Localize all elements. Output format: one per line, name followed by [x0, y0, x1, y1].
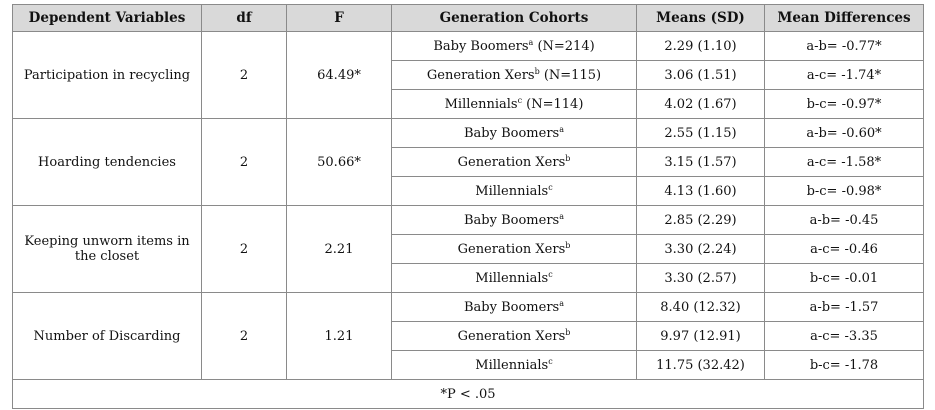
cohort-superscript: a	[559, 211, 564, 221]
cohort-superscript: a	[528, 37, 534, 47]
cohort-sample-size: (N=115)	[539, 67, 602, 83]
cohort-cell: Baby Boomersa	[391, 205, 637, 235]
cohort-cell: Millennialsc (N=114)	[391, 89, 637, 119]
cohort-superscript: b	[534, 66, 540, 76]
cohort-cell: Baby Boomersa	[391, 292, 637, 322]
header-dependent-variables: Dependent Variables	[12, 4, 202, 32]
cohort-name: Baby Boomers	[464, 299, 560, 315]
cohort-cell: Generation Xersb (N=115)	[391, 60, 637, 90]
table-row: Number of Discarding 2 1.21 Baby Boomersa 8.…	[12, 292, 924, 380]
cohort-superscript: c	[517, 95, 523, 105]
table-row: Millennialsc 4.13 (1.60) b-c= -0.98*	[13, 176, 924, 206]
mean-difference-cell: b-c= -1.78	[764, 350, 924, 380]
header-means: Means (SD)	[636, 4, 765, 32]
table-row: Millennialsc 3.30 (2.57) b-c= -0.01	[13, 263, 924, 293]
mean-sd-cell: 3.15 (1.57)	[636, 147, 765, 177]
cohort-cell: Baby Boomersa	[391, 118, 637, 148]
table-row: Generation Xersb 9.97 (12.91) a-c= -3.35	[13, 321, 924, 351]
cohort-name: Generation Xers	[457, 241, 566, 257]
cohort-superscript: c	[548, 356, 553, 366]
significance-note: *P < .05	[12, 379, 924, 409]
mean-sd-cell: 3.06 (1.51)	[636, 60, 765, 90]
mean-sd-cell: 11.75 (32.42)	[636, 350, 765, 380]
f-value-cell: 1.21	[286, 292, 392, 380]
table-row: Generation Xersb 3.30 (2.24) a-c= -0.46	[13, 234, 924, 264]
cohort-name: Millennials	[444, 96, 518, 112]
cohort-superscript: a	[559, 124, 564, 134]
cohort-superscript: a	[559, 298, 564, 308]
cohort-sample-size: (N=114)	[522, 96, 584, 112]
header-generation-cohorts: Generation Cohorts	[391, 4, 637, 32]
f-value-cell: 64.49*	[286, 31, 392, 119]
mean-sd-cell: 8.40 (12.32)	[636, 292, 765, 322]
anova-results-table: Dependent Variables df F Generation Coho…	[12, 4, 924, 409]
cohort-cell: Millennialsc	[391, 350, 637, 380]
mean-difference-cell: b-c= -0.98*	[764, 176, 924, 206]
mean-difference-cell: a-c= -3.35	[764, 321, 924, 351]
cohort-sample-size: (N=214)	[533, 38, 595, 54]
f-value-cell: 2.21	[286, 205, 392, 293]
table-row: Hoarding tendencies 2 50.66* Baby Boomersa 2…	[12, 118, 924, 206]
dependent-variable-cell: Participation in recycling	[12, 31, 202, 119]
mean-difference-cell: a-c= -0.46	[764, 234, 924, 264]
dependent-variable-cell: Keeping unworn items in the closet	[12, 205, 202, 293]
table-row: Generation Xersb (N=115) 3.06 (1.51) a-c= …	[13, 60, 924, 90]
cohort-superscript: c	[548, 182, 553, 192]
header-mean-differences: Mean Differences	[764, 4, 924, 32]
mean-difference-cell: a-b= -0.60*	[764, 118, 924, 148]
cohort-name: Generation Xers	[457, 154, 566, 170]
mean-difference-cell: a-b= -0.77*	[764, 31, 924, 61]
mean-difference-cell: b-c= -0.01	[764, 263, 924, 293]
cohort-name: Baby Boomers	[464, 125, 560, 141]
header-row: Dependent Variables df F Generation Coho…	[12, 4, 924, 32]
mean-sd-cell: 4.13 (1.60)	[636, 176, 765, 206]
dependent-variable-cell: Number of Discarding	[12, 292, 202, 380]
f-value-cell: 50.66*	[286, 118, 392, 206]
header-df: df	[201, 4, 287, 32]
cohort-name: Generation Xers	[457, 328, 566, 344]
cohort-cell: Generation Xersb	[391, 147, 637, 177]
dependent-variable-cell: Hoarding tendencies	[12, 118, 202, 206]
cohort-cell: Millennialsc	[391, 176, 637, 206]
cohort-cell: Baby Boomersa (N=214)	[391, 31, 637, 61]
table-row: Millennialsc (N=114) 4.02 (1.67) b-c= -0.9…	[13, 89, 924, 119]
cohort-name: Baby Boomers	[464, 212, 560, 228]
df-cell: 2	[201, 292, 287, 380]
cohort-superscript: b	[565, 240, 571, 250]
cohort-superscript: b	[565, 327, 571, 337]
mean-sd-cell: 3.30 (2.57)	[636, 263, 765, 293]
header-f: F	[286, 4, 392, 32]
note-row: *P < .05	[12, 379, 924, 409]
cohort-name: Millennials	[475, 357, 549, 373]
cohort-name: Millennials	[475, 270, 549, 286]
mean-sd-cell: 4.02 (1.67)	[636, 89, 765, 119]
mean-sd-cell: 2.85 (2.29)	[636, 205, 765, 235]
cohort-cell: Generation Xersb	[391, 234, 637, 264]
mean-sd-cell: 3.30 (2.24)	[636, 234, 765, 264]
mean-difference-cell: a-b= -1.57	[764, 292, 924, 322]
mean-difference-cell: a-c= -1.74*	[764, 60, 924, 90]
cohort-name: Millennials	[475, 183, 549, 199]
cohort-name: Baby Boomers	[433, 38, 529, 54]
cohort-name: Generation Xers	[426, 67, 535, 83]
df-cell: 2	[201, 205, 287, 293]
cohort-cell: Generation Xersb	[391, 321, 637, 351]
mean-difference-cell: a-c= -1.58*	[764, 147, 924, 177]
cohort-superscript: b	[565, 153, 571, 163]
mean-difference-cell: b-c= -0.97*	[764, 89, 924, 119]
mean-sd-cell: 2.29 (1.10)	[636, 31, 765, 61]
table-row: Participation in recycling 2 64.49* Baby Bo…	[12, 31, 924, 119]
cohort-superscript: c	[548, 269, 553, 279]
cohort-cell: Millennialsc	[391, 263, 637, 293]
mean-difference-cell: a-b= -0.45	[764, 205, 924, 235]
table-body: Participation in recycling 2 64.49* Baby Bo…	[12, 31, 924, 409]
mean-sd-cell: 9.97 (12.91)	[636, 321, 765, 351]
table-row: Keeping unworn items in the closet 2 2.21 B…	[12, 205, 924, 293]
mean-sd-cell: 2.55 (1.15)	[636, 118, 765, 148]
df-cell: 2	[201, 118, 287, 206]
df-cell: 2	[201, 31, 287, 119]
